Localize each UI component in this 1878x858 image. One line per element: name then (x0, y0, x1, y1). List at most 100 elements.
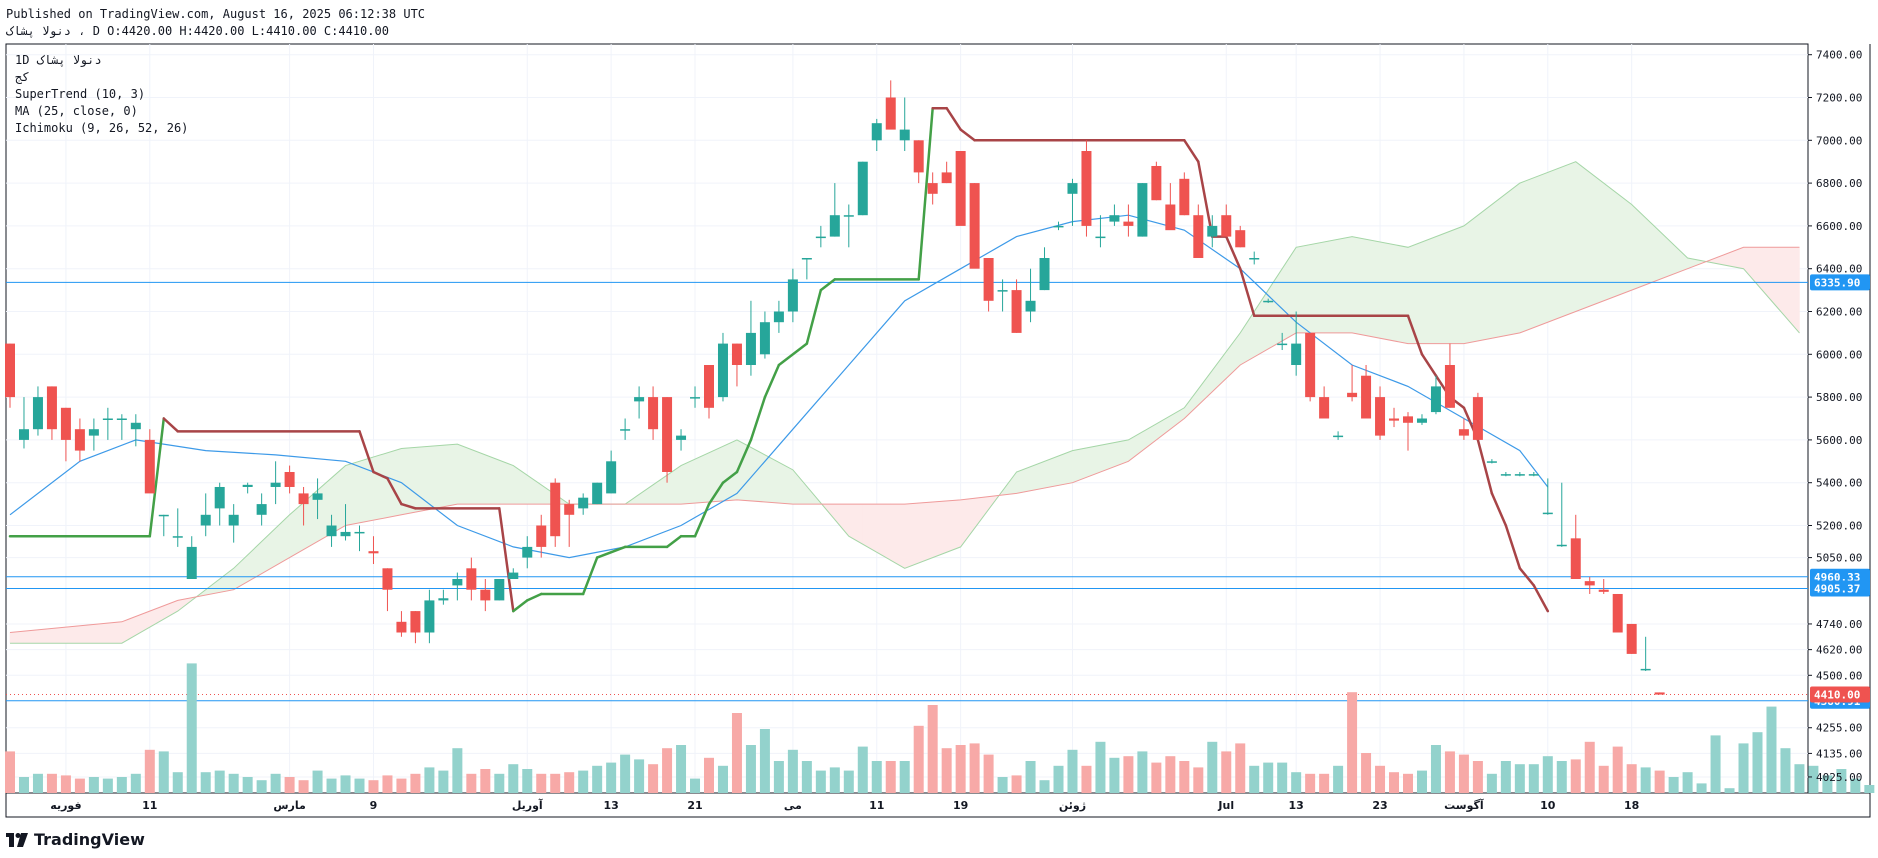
candle[interactable] (759, 311, 770, 359)
candle[interactable] (1570, 514, 1581, 579)
candle[interactable] (1221, 204, 1232, 237)
candle[interactable] (1025, 268, 1036, 323)
price-line-tag[interactable] (1810, 274, 1870, 291)
candle[interactable] (578, 493, 589, 515)
candle[interactable] (564, 499, 575, 547)
legend-item[interactable]: کج (15, 70, 29, 84)
candle[interactable] (1598, 579, 1609, 594)
candle[interactable] (1347, 365, 1358, 402)
candle[interactable] (1472, 392, 1483, 440)
candle[interactable] (1039, 247, 1050, 291)
candle[interactable] (843, 204, 854, 248)
candle[interactable] (466, 557, 477, 601)
candle[interactable] (955, 151, 966, 226)
candle[interactable] (787, 268, 798, 323)
candle[interactable] (1011, 279, 1022, 333)
candle[interactable] (1249, 251, 1260, 265)
candle[interactable] (1207, 215, 1218, 248)
candle[interactable] (690, 386, 701, 408)
candle[interactable] (46, 386, 57, 440)
candle[interactable] (857, 161, 868, 216)
candle[interactable] (340, 504, 351, 541)
candle[interactable] (368, 536, 379, 565)
candle[interactable] (228, 504, 239, 543)
candle[interactable] (1403, 412, 1413, 451)
candle[interactable] (1095, 215, 1106, 248)
candle[interactable] (704, 365, 714, 419)
candle[interactable] (256, 493, 267, 526)
candle[interactable] (200, 493, 211, 537)
candle[interactable] (899, 97, 910, 152)
candle[interactable] (1542, 478, 1553, 515)
candle[interactable] (74, 418, 85, 462)
candle[interactable] (1319, 386, 1330, 419)
candle[interactable] (298, 486, 309, 526)
candle[interactable] (1626, 623, 1637, 654)
candle[interactable] (606, 450, 617, 494)
legend-item[interactable]: MA (25, close, 0) (15, 104, 138, 118)
candle[interactable] (913, 140, 924, 184)
candle[interactable] (1430, 375, 1441, 415)
candle[interactable] (1333, 431, 1344, 440)
candle[interactable] (424, 589, 435, 644)
candle[interactable] (18, 397, 29, 449)
candle[interactable] (1137, 183, 1148, 237)
candle[interactable] (648, 386, 659, 440)
candle[interactable] (829, 183, 840, 237)
candle[interactable] (312, 478, 323, 520)
candle[interactable] (5, 343, 15, 408)
candle[interactable] (1416, 414, 1427, 425)
candle[interactable] (1444, 343, 1455, 408)
candle[interactable] (620, 418, 631, 440)
candle[interactable] (1123, 204, 1134, 237)
candle[interactable] (662, 397, 673, 483)
candle[interactable] (1361, 365, 1372, 419)
candle[interactable] (969, 183, 980, 269)
candle[interactable] (1277, 332, 1288, 351)
candle[interactable] (1389, 407, 1400, 428)
candle[interactable] (116, 414, 127, 440)
candle[interactable] (1305, 332, 1316, 402)
candle[interactable] (676, 429, 687, 451)
candle[interactable] (32, 386, 43, 436)
candle[interactable] (1263, 298, 1274, 303)
candle[interactable] (144, 429, 155, 494)
candle[interactable] (480, 579, 491, 612)
candle[interactable] (1654, 692, 1665, 695)
candle[interactable] (1556, 482, 1567, 547)
candle[interactable] (536, 514, 547, 558)
candle[interactable] (550, 478, 561, 547)
candle[interactable] (326, 514, 337, 547)
candle[interactable] (1612, 593, 1623, 633)
candle[interactable] (130, 414, 141, 447)
candle[interactable] (941, 161, 952, 184)
candle[interactable] (1109, 204, 1120, 226)
candle[interactable] (745, 300, 756, 376)
candle[interactable] (452, 572, 463, 601)
candle[interactable] (410, 611, 421, 644)
candle[interactable] (172, 508, 183, 547)
candle[interactable] (592, 482, 603, 505)
candle[interactable] (1584, 576, 1595, 594)
candle[interactable] (983, 258, 994, 312)
candle[interactable] (1151, 161, 1162, 201)
candle[interactable] (1486, 459, 1497, 464)
legend-item[interactable]: Ichimoku (9, 26, 52, 26) (15, 121, 188, 135)
candle[interactable] (508, 568, 519, 579)
candle[interactable] (270, 461, 281, 505)
candle[interactable] (186, 536, 197, 579)
candle[interactable] (1291, 311, 1302, 376)
candle[interactable] (731, 343, 742, 387)
candle[interactable] (1458, 418, 1469, 440)
candle[interactable] (1500, 472, 1511, 477)
candle[interactable] (60, 407, 71, 462)
candle[interactable] (1528, 472, 1539, 477)
candle[interactable] (284, 465, 295, 494)
candle[interactable] (214, 482, 225, 526)
candle[interactable] (494, 579, 505, 601)
candle[interactable] (1514, 472, 1525, 477)
candle[interactable] (1081, 140, 1092, 237)
candle[interactable] (1235, 225, 1246, 248)
candle[interactable] (1067, 178, 1078, 226)
